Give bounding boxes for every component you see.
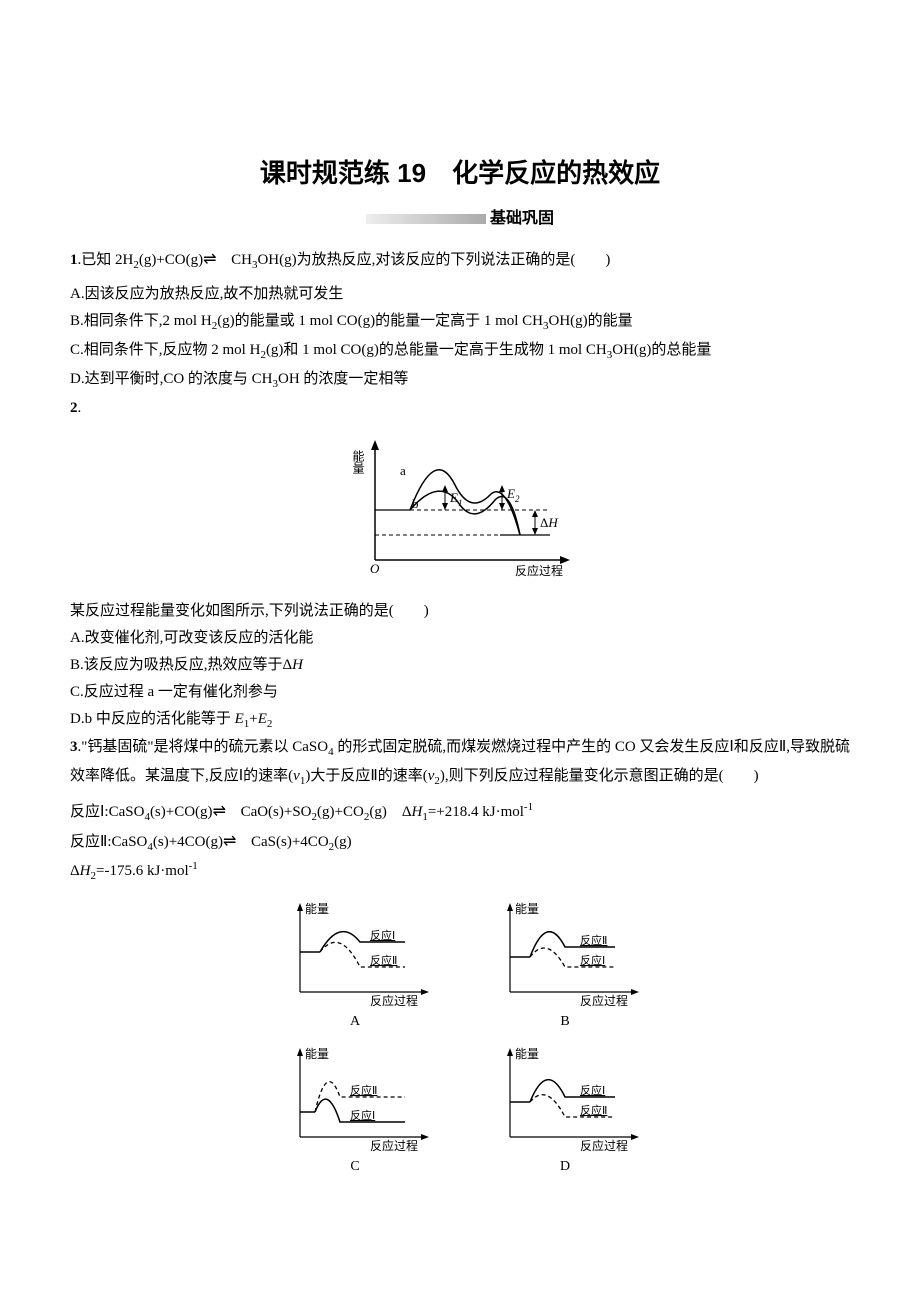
q1c-a: C.相同条件下,反应物 2 mol H bbox=[70, 342, 260, 358]
q1-stem-c: CH bbox=[231, 251, 252, 267]
xlabel-d: 反应过程 bbox=[580, 1138, 628, 1152]
q2d-a: D.b 中反应的活化能等于 bbox=[70, 711, 235, 727]
energy-diagram-q2: 能量 反应过程 O a b E1 E2 ΔH bbox=[340, 430, 580, 580]
question-2: 2. bbox=[70, 395, 850, 422]
xlabel-b: 反应过程 bbox=[580, 993, 628, 1007]
r1-d: (g)+CO bbox=[317, 804, 364, 820]
q2-option-b: B.该反应为吸热反应,热效应等于ΔH bbox=[70, 652, 850, 679]
r2-d: (g) bbox=[334, 834, 352, 850]
label-d: D bbox=[475, 1154, 655, 1179]
r2-c: CaS(s)+4CO bbox=[251, 834, 329, 850]
q1d-b: OH 的浓度一定相等 bbox=[278, 371, 408, 387]
q1d-a: D.达到平衡时,CO 的浓度与 CH bbox=[70, 371, 273, 387]
q2-stem: 某反应过程能量变化如图所示,下列说法正确的是( ) bbox=[70, 598, 850, 625]
r2-d: 反应Ⅱ bbox=[580, 1103, 607, 1117]
subtitle-bar bbox=[366, 214, 486, 224]
equilibrium-arrow-icon bbox=[223, 828, 251, 857]
r1-b: (s)+CO(g) bbox=[150, 804, 213, 820]
dh2-h: H bbox=[80, 863, 91, 879]
q3-dh2: ΔH2=-175.6 kJ·mol-1 bbox=[70, 857, 850, 887]
q3-panels: 能量 反应过程 反应Ⅰ 反应Ⅱ A 能量 反应过程 反应Ⅱ bbox=[70, 897, 850, 1179]
ylabel-d: 能量 bbox=[515, 1047, 539, 1061]
q1b-a: B.相同条件下,2 mol H bbox=[70, 313, 212, 329]
label-b: b bbox=[412, 496, 419, 511]
r1-e: (g) Δ bbox=[369, 804, 411, 820]
q2-dot: . bbox=[78, 400, 82, 416]
r2-a: 反应Ⅱ bbox=[370, 953, 397, 967]
label-a: a bbox=[400, 463, 406, 478]
q1-option-a: A.因该反应为放热反应,故不加热就可发生 bbox=[70, 281, 850, 308]
dh2-b: =-175.6 kJ·mol bbox=[96, 863, 189, 879]
q1-number: 1 bbox=[70, 251, 78, 267]
equilibrium-arrow-icon bbox=[203, 246, 231, 275]
label-dh: ΔH bbox=[540, 515, 558, 530]
q2d-e2: E bbox=[258, 711, 267, 727]
ylabel: 能量 bbox=[351, 449, 365, 473]
q1c-c: OH(g)的总能量 bbox=[612, 342, 711, 358]
ylabel-b: 能量 bbox=[515, 902, 539, 916]
r2-c: 反应Ⅱ bbox=[350, 1083, 377, 1097]
label-c: C bbox=[265, 1154, 445, 1179]
r1-c: CaO(s)+SO bbox=[241, 804, 312, 820]
q2b-text: B.该反应为吸热反应,热效应等于Δ bbox=[70, 657, 292, 673]
label-b: B bbox=[475, 1009, 655, 1034]
q3-number: 3 bbox=[70, 739, 78, 755]
q1-stem-b: (g)+CO(g) bbox=[139, 251, 203, 267]
sub-2: 2 bbox=[267, 718, 273, 730]
q3-v1: v bbox=[293, 768, 300, 784]
label-e1: E1 bbox=[449, 490, 462, 508]
q1b-c: OH(g)的能量 bbox=[549, 313, 633, 329]
r1-a: 反应Ⅰ bbox=[370, 928, 395, 942]
q2b-h: H bbox=[292, 657, 303, 673]
sup-neg1: -1 bbox=[189, 860, 198, 872]
equilibrium-arrow-icon bbox=[213, 798, 241, 827]
r1-b: 反应Ⅰ bbox=[580, 953, 605, 967]
subtitle-text: 基础巩固 bbox=[490, 205, 554, 234]
q3-stem-c: )大于反应Ⅱ的速率( bbox=[305, 768, 427, 784]
ylabel-a: 能量 bbox=[305, 902, 329, 916]
q2-option-c: C.反应过程 a 一定有催化剂参与 bbox=[70, 679, 850, 706]
r2-a: 反应Ⅱ:CaSO bbox=[70, 834, 147, 850]
q2d-plus: + bbox=[249, 711, 257, 727]
q1c-b: (g)和 1 mol CO(g)的总能量一定高于生成物 1 mol CH bbox=[266, 342, 607, 358]
r1-d: 反应Ⅰ bbox=[580, 1083, 605, 1097]
page-title: 课时规范练 19 化学反应的热效应 bbox=[70, 150, 850, 197]
q3-stem-a: ."钙基固硫"是将煤中的硫元素以 CaSO bbox=[78, 739, 329, 755]
label-a: A bbox=[265, 1009, 445, 1034]
q2d-e1: E bbox=[235, 711, 244, 727]
origin-label: O bbox=[370, 561, 380, 576]
r1-a: 反应Ⅰ:CaSO bbox=[70, 804, 144, 820]
ylabel-c: 能量 bbox=[305, 1047, 329, 1061]
q2-figure: 能量 反应过程 O a b E1 E2 ΔH bbox=[70, 430, 850, 590]
sup-neg1: -1 bbox=[524, 801, 533, 813]
panel-b: 能量 反应过程 反应Ⅱ 反应Ⅰ B bbox=[475, 897, 655, 1034]
q3-reaction-2: 反应Ⅱ:CaSO4(s)+4CO(g)CaS(s)+4CO2(g) bbox=[70, 828, 850, 858]
q1b-b: (g)的能量或 1 mol CO(g)的能量一定高于 1 mol CH bbox=[217, 313, 543, 329]
r2-b: 反应Ⅱ bbox=[580, 933, 607, 947]
panel-c: 能量 反应过程 反应Ⅱ 反应Ⅰ C bbox=[265, 1042, 445, 1179]
xlabel: 反应过程 bbox=[515, 563, 563, 578]
r2-b: (s)+4CO(g) bbox=[153, 834, 223, 850]
r1-f: =+218.4 kJ·mol bbox=[428, 804, 524, 820]
q1-option-d: D.达到平衡时,CO 的浓度与 CH3OH 的浓度一定相等 bbox=[70, 366, 850, 395]
subtitle: 基础巩固 bbox=[70, 205, 850, 234]
panel-a: 能量 反应过程 反应Ⅰ 反应Ⅱ A bbox=[265, 897, 445, 1034]
q2-option-d: D.b 中反应的活化能等于 E1+E2 bbox=[70, 706, 850, 735]
panel-d: 能量 反应过程 反应Ⅰ 反应Ⅱ D bbox=[475, 1042, 655, 1179]
question-3: 3."钙基固硫"是将煤中的硫元素以 CaSO4 的形式固定脱硫,而煤炭燃烧过程中… bbox=[70, 734, 850, 792]
dh2-a: Δ bbox=[70, 863, 80, 879]
q2-option-a: A.改变催化剂,可改变该反应的活化能 bbox=[70, 625, 850, 652]
xlabel-c: 反应过程 bbox=[370, 1138, 418, 1152]
q1-option-c: C.相同条件下,反应物 2 mol H2(g)和 1 mol CO(g)的总能量… bbox=[70, 337, 850, 366]
q1-stem-d: OH(g)为放热反应,对该反应的下列说法正确的是( ) bbox=[257, 251, 610, 267]
q1-option-b: B.相同条件下,2 mol H2(g)的能量或 1 mol CO(g)的能量一定… bbox=[70, 308, 850, 337]
q2-number: 2 bbox=[70, 400, 78, 416]
q3-stem-d: ),则下列反应过程能量变化示意图正确的是( ) bbox=[440, 768, 759, 784]
question-1: 1.已知 2H2(g)+CO(g)CH3OH(g)为放热反应,对该反应的下列说法… bbox=[70, 246, 850, 276]
q3-reaction-1: 反应Ⅰ:CaSO4(s)+CO(g)CaO(s)+SO2(g)+CO2(g) Δ… bbox=[70, 798, 850, 828]
r1-c: 反应Ⅰ bbox=[350, 1108, 375, 1122]
xlabel-a: 反应过程 bbox=[370, 993, 418, 1007]
r1-h: H bbox=[411, 804, 422, 820]
q1-stem-a: .已知 2H bbox=[78, 251, 134, 267]
